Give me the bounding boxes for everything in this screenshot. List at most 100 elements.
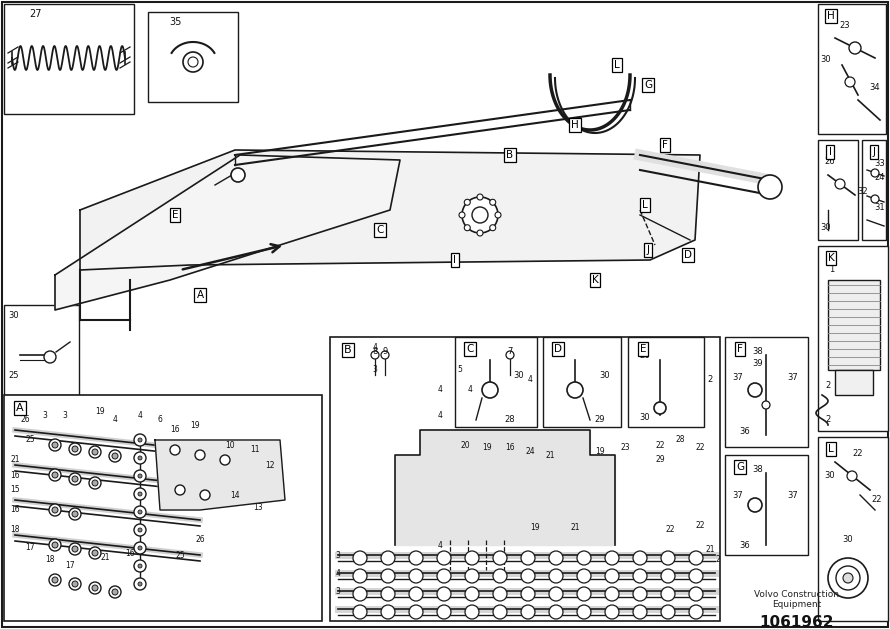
Circle shape <box>353 587 367 601</box>
Circle shape <box>633 569 647 583</box>
Circle shape <box>72 581 78 587</box>
Circle shape <box>689 569 703 583</box>
Text: 23: 23 <box>620 443 630 452</box>
Text: 39: 39 <box>753 359 764 367</box>
Circle shape <box>109 450 121 462</box>
Circle shape <box>661 587 675 601</box>
Circle shape <box>506 351 514 359</box>
Text: F: F <box>737 344 743 354</box>
Text: 32: 32 <box>858 187 869 196</box>
Circle shape <box>220 455 230 465</box>
Text: J: J <box>646 245 650 255</box>
Text: C: C <box>376 225 384 235</box>
Circle shape <box>482 382 498 398</box>
Text: 4: 4 <box>373 343 377 352</box>
Circle shape <box>437 587 451 601</box>
Text: 2: 2 <box>825 416 830 425</box>
Circle shape <box>371 351 379 359</box>
Bar <box>4 395 322 621</box>
Circle shape <box>490 225 496 231</box>
Circle shape <box>89 446 101 458</box>
Text: 38: 38 <box>753 465 764 474</box>
Text: 19: 19 <box>95 408 105 416</box>
Circle shape <box>138 510 142 514</box>
Circle shape <box>661 551 675 565</box>
Circle shape <box>605 551 619 565</box>
Text: 4: 4 <box>112 416 117 425</box>
Text: H: H <box>571 120 578 130</box>
Circle shape <box>109 586 121 598</box>
Circle shape <box>52 542 58 548</box>
Text: 28: 28 <box>676 435 684 445</box>
Text: 22: 22 <box>871 496 882 504</box>
Text: 4: 4 <box>438 386 442 394</box>
Text: 25: 25 <box>175 550 185 560</box>
Text: 30: 30 <box>821 55 831 65</box>
Text: 3: 3 <box>43 411 47 420</box>
Text: 21: 21 <box>101 554 109 562</box>
Text: D: D <box>684 250 692 260</box>
Text: 4: 4 <box>138 411 142 420</box>
Circle shape <box>577 551 591 565</box>
Circle shape <box>437 551 451 565</box>
Circle shape <box>493 587 507 601</box>
Polygon shape <box>395 430 615 545</box>
Circle shape <box>493 605 507 619</box>
Circle shape <box>89 477 101 489</box>
Circle shape <box>835 179 845 189</box>
Text: G: G <box>736 462 744 472</box>
Text: J: J <box>872 147 876 157</box>
Circle shape <box>521 605 535 619</box>
Text: 22: 22 <box>665 525 675 535</box>
Circle shape <box>49 574 61 586</box>
Text: 30: 30 <box>825 470 836 479</box>
Text: 30: 30 <box>843 535 854 545</box>
Circle shape <box>92 480 98 486</box>
Text: 紫发动力
Diesel-Engines: 紫发动力 Diesel-Engines <box>586 59 655 101</box>
Circle shape <box>52 472 58 478</box>
Circle shape <box>353 605 367 619</box>
Bar <box>455 337 537 427</box>
Text: 2: 2 <box>825 381 830 389</box>
Text: 紫发动力
Diesel-Engines: 紫发动力 Diesel-Engines <box>385 440 455 481</box>
Circle shape <box>381 569 395 583</box>
Text: 5: 5 <box>457 365 463 374</box>
Text: 21: 21 <box>546 452 554 460</box>
Circle shape <box>758 175 782 199</box>
Text: L: L <box>614 60 619 70</box>
Bar <box>818 437 888 621</box>
Text: 14: 14 <box>231 491 239 499</box>
Text: 19: 19 <box>190 421 200 430</box>
Text: 2: 2 <box>708 376 713 384</box>
Circle shape <box>134 434 146 446</box>
Circle shape <box>69 473 81 485</box>
Text: 4: 4 <box>467 386 473 394</box>
Text: 37: 37 <box>732 374 743 382</box>
Text: 26: 26 <box>195 535 205 545</box>
Circle shape <box>231 168 245 182</box>
Bar <box>543 337 621 427</box>
Circle shape <box>52 442 58 448</box>
Circle shape <box>134 470 146 482</box>
Circle shape <box>845 77 855 87</box>
Text: 16: 16 <box>125 548 134 557</box>
Text: 28: 28 <box>505 416 515 425</box>
Circle shape <box>49 439 61 451</box>
Text: 18: 18 <box>45 555 55 564</box>
Text: 16: 16 <box>506 443 514 452</box>
Circle shape <box>353 569 367 583</box>
Circle shape <box>49 504 61 516</box>
Text: 19: 19 <box>482 443 492 452</box>
Circle shape <box>44 351 56 363</box>
Circle shape <box>138 438 142 442</box>
Circle shape <box>134 524 146 536</box>
Text: 21: 21 <box>11 455 20 464</box>
Circle shape <box>689 605 703 619</box>
Circle shape <box>689 587 703 601</box>
Text: 20: 20 <box>460 440 470 450</box>
Text: 16: 16 <box>10 470 20 479</box>
Circle shape <box>138 528 142 532</box>
Text: 22: 22 <box>695 443 705 452</box>
Text: 22: 22 <box>655 440 665 450</box>
Text: A: A <box>197 290 204 300</box>
